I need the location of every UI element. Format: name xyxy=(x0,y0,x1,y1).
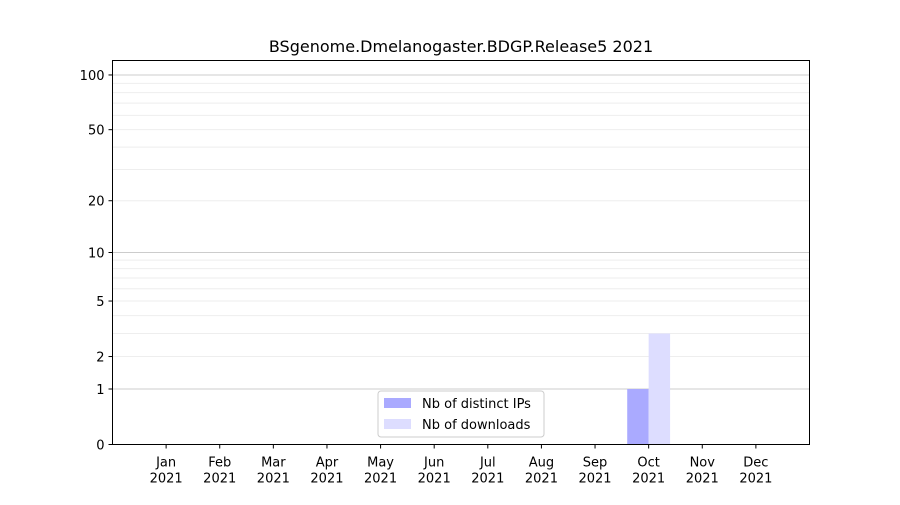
x-tick-label-month: Feb xyxy=(208,456,231,471)
x-tick-label-year: 2021 xyxy=(686,472,719,487)
bars xyxy=(627,333,671,445)
x-tick-label-year: 2021 xyxy=(632,472,665,487)
x-tick-label-year: 2021 xyxy=(471,472,504,487)
chart-title: BSgenome.Dmelanogaster.BDGP.Release5 202… xyxy=(269,37,653,56)
x-tick-label-year: 2021 xyxy=(203,472,236,487)
x-tick-label-year: 2021 xyxy=(150,472,183,487)
y-tick-label: 1 xyxy=(96,383,104,398)
legend-swatch-downloads xyxy=(384,419,411,429)
y-tick-label: 2 xyxy=(96,351,104,366)
x-tick-label-year: 2021 xyxy=(364,472,397,487)
grid-lines xyxy=(112,74,810,390)
x-tick-label-month: Sep xyxy=(583,456,608,471)
x-tick-label-year: 2021 xyxy=(739,472,772,487)
x-tick-label-month: Aug xyxy=(529,456,554,471)
y-axis: 0 1 2 5 10 20 50 100 xyxy=(80,69,113,454)
x-tick-label-year: 2021 xyxy=(578,472,611,487)
x-axis: Jan2021Feb2021Mar2021Apr2021May2021Jun20… xyxy=(150,444,772,487)
x-tick-label-year: 2021 xyxy=(418,472,451,487)
legend-swatch-distinct-ips xyxy=(384,398,411,408)
y-tick-label: 20 xyxy=(88,195,105,210)
x-tick-label-month: Jan xyxy=(155,456,176,471)
x-tick-label-month: Dec xyxy=(743,456,768,471)
x-tick-label-month: Nov xyxy=(690,456,716,471)
y-tick-label: 0 xyxy=(96,439,104,454)
legend: Nb of distinct IPs Nb of downloads xyxy=(377,390,545,438)
x-tick-label-month: Jun xyxy=(423,456,444,471)
x-tick-label-year: 2021 xyxy=(310,472,343,487)
bar-downloads-oct xyxy=(648,333,671,445)
x-tick-label-month: Apr xyxy=(316,456,339,471)
legend-frame xyxy=(377,390,545,438)
legend-label-downloads: Nb of downloads xyxy=(422,418,531,433)
x-tick-label-year: 2021 xyxy=(525,472,558,487)
y-tick-label: 100 xyxy=(80,69,105,84)
x-tick-label-month: Jul xyxy=(479,456,496,471)
y-tick-label: 5 xyxy=(96,295,104,310)
x-tick-label-year: 2021 xyxy=(257,472,290,487)
x-tick-label-month: Mar xyxy=(261,456,286,471)
x-tick-label-month: Oct xyxy=(637,456,659,471)
bar-distinct-ips-oct xyxy=(627,388,649,445)
x-tick-label-month: May xyxy=(367,456,394,471)
y-tick-label: 10 xyxy=(88,247,105,262)
y-tick-label: 50 xyxy=(88,124,105,139)
legend-label-distinct-ips: Nb of distinct IPs xyxy=(422,397,531,412)
